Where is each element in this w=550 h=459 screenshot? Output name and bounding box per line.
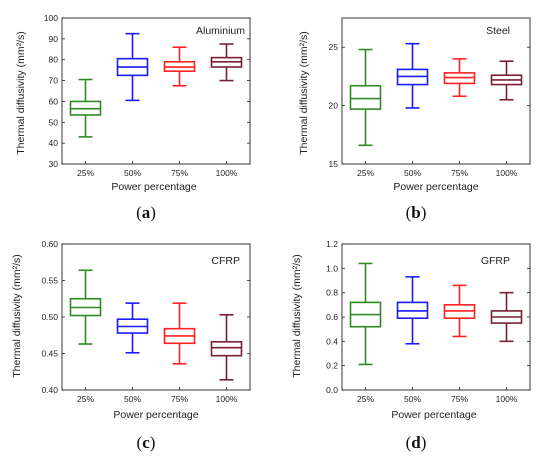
panel-b-xtick-label: 100% [496, 168, 518, 178]
panel-c-box-75pct [163, 302, 196, 365]
panel-c-title: CFRP [211, 255, 240, 267]
panel-c-ytick-label: 0.40 [41, 385, 58, 395]
panel-c-xtick-label: 75% [171, 394, 188, 404]
panel-d-ytick-label: 0.2 [326, 361, 338, 371]
panel-c-xtick-label: 25% [77, 394, 94, 404]
panel-b-plot-frame [341, 17, 531, 165]
panel-c-ylabel: Thermal diffusivity (mm²/s) [11, 254, 23, 377]
panel-c-box-25pct [69, 269, 102, 345]
panel-c: CFRP Power percentage Thermal diffusivit… [11, 239, 251, 452]
panel-c-caption: (c) [137, 433, 156, 452]
panel-a-ytick-label: 40 [49, 138, 59, 148]
panel-b-xtick-label: 25% [357, 168, 374, 178]
panel-a-box-50pct [116, 32, 149, 102]
panel-a-xtick-label: 25% [77, 168, 94, 178]
panel-d-box-100pct [490, 291, 523, 343]
panel-a-box-100pct [210, 43, 243, 82]
iqr-box [210, 341, 243, 357]
panel-b-xlabel: Power percentage [393, 181, 478, 193]
panel-c-xtick-label: 100% [216, 394, 238, 404]
panel-d-box-25pct [349, 262, 382, 366]
panel-b-ytick-label: 25 [329, 42, 339, 52]
panel-a-xtick-label: 100% [216, 168, 238, 178]
panel-b-xtick-label: 75% [451, 168, 468, 178]
panel-c-xlabel: Power percentage [113, 409, 198, 421]
panel-b-xtick-label: 50% [404, 168, 421, 178]
panel-d-xlabel: Power percentage [391, 409, 476, 421]
panel-c-xtick-label: 50% [124, 394, 141, 404]
panel-b-caption-letter: b [411, 203, 420, 222]
panel-d-caption-letter: d [411, 433, 421, 452]
panel-d-caption: (d) [406, 433, 427, 452]
panel-c-ytick-label: 0.60 [41, 239, 58, 249]
panel-d-ytick-label: 1.0 [326, 263, 338, 273]
panel-d-ytick-label: 0.8 [326, 288, 338, 298]
panel-d-xtick-label: 75% [451, 394, 468, 404]
panel-a-box-25pct [69, 78, 102, 138]
panel-a-caption-letter: a [142, 203, 151, 222]
panel-d-xtick-label: 50% [404, 394, 421, 404]
panel-a-ytick-label: 70 [49, 76, 59, 86]
panel-a-xtick-label: 50% [124, 168, 141, 178]
panel-b-title: Steel [486, 25, 510, 37]
panel-b-caption: (b) [406, 203, 427, 222]
panel-a: Aluminium Power percentage Thermal diffu… [15, 13, 251, 222]
panel-d-xtick-label: 25% [357, 394, 374, 404]
panel-a-plot-frame [61, 17, 251, 165]
panel-b: Steel Power percentage Thermal diffusivi… [298, 17, 531, 222]
panel-c-box-50pct [116, 302, 149, 354]
panel-c-ytick-label: 0.45 [41, 349, 58, 359]
panel-a-ytick-label: 80 [49, 55, 59, 65]
panel-a-box-75pct [163, 46, 196, 87]
panel-b-box-100pct [490, 60, 523, 101]
panel-a-ytick-label: 30 [49, 159, 59, 169]
panel-a-caption: (a) [136, 203, 156, 222]
panel-d-ylabel: Thermal diffusivity (mm²/s) [291, 254, 303, 377]
panel-d-title: GFRP [481, 255, 510, 267]
panel-d-ytick-label: 0.0 [326, 385, 338, 395]
panel-a-ytick-label: 60 [49, 96, 59, 106]
panel-a-ytick-label: 100 [44, 13, 58, 23]
panel-b-box-50pct [396, 42, 429, 109]
panel-b-box-75pct [443, 58, 476, 98]
panel-a-xtick-label: 75% [171, 168, 188, 178]
panel-a-xlabel: Power percentage [111, 181, 196, 193]
panel-d-xtick-label: 100% [496, 394, 518, 404]
panel-c-caption-letter: c [142, 433, 150, 452]
panel-b-box-25pct [349, 48, 382, 147]
panel-a-ytick-label: 50 [49, 117, 59, 127]
panel-d-ytick-label: 0.6 [326, 312, 338, 322]
panel-b-ytick-label: 15 [329, 159, 339, 169]
panel-c-ytick-label: 0.50 [41, 312, 58, 322]
panel-d: GFRP Power percentage Thermal diffusivit… [291, 239, 531, 452]
panel-d-ytick-label: 0.4 [326, 336, 338, 346]
panel-c-ytick-label: 0.55 [41, 276, 58, 286]
panel-c-box-100pct [210, 314, 243, 381]
panel-b-ylabel: Thermal diffusivity (mm²/s) [298, 31, 310, 154]
iqr-box [349, 84, 382, 110]
panel-a-ylabel: Thermal diffusivity (mm²/s) [15, 31, 27, 154]
panel-b-ytick-label: 20 [329, 101, 339, 111]
panel-d-box-75pct [443, 284, 476, 338]
panel-a-title: Aluminium [196, 25, 245, 37]
panel-d-ytick-label: 1.2 [326, 239, 338, 249]
panel-d-box-50pct [396, 276, 429, 345]
panel-a-ytick-label: 90 [49, 34, 59, 44]
